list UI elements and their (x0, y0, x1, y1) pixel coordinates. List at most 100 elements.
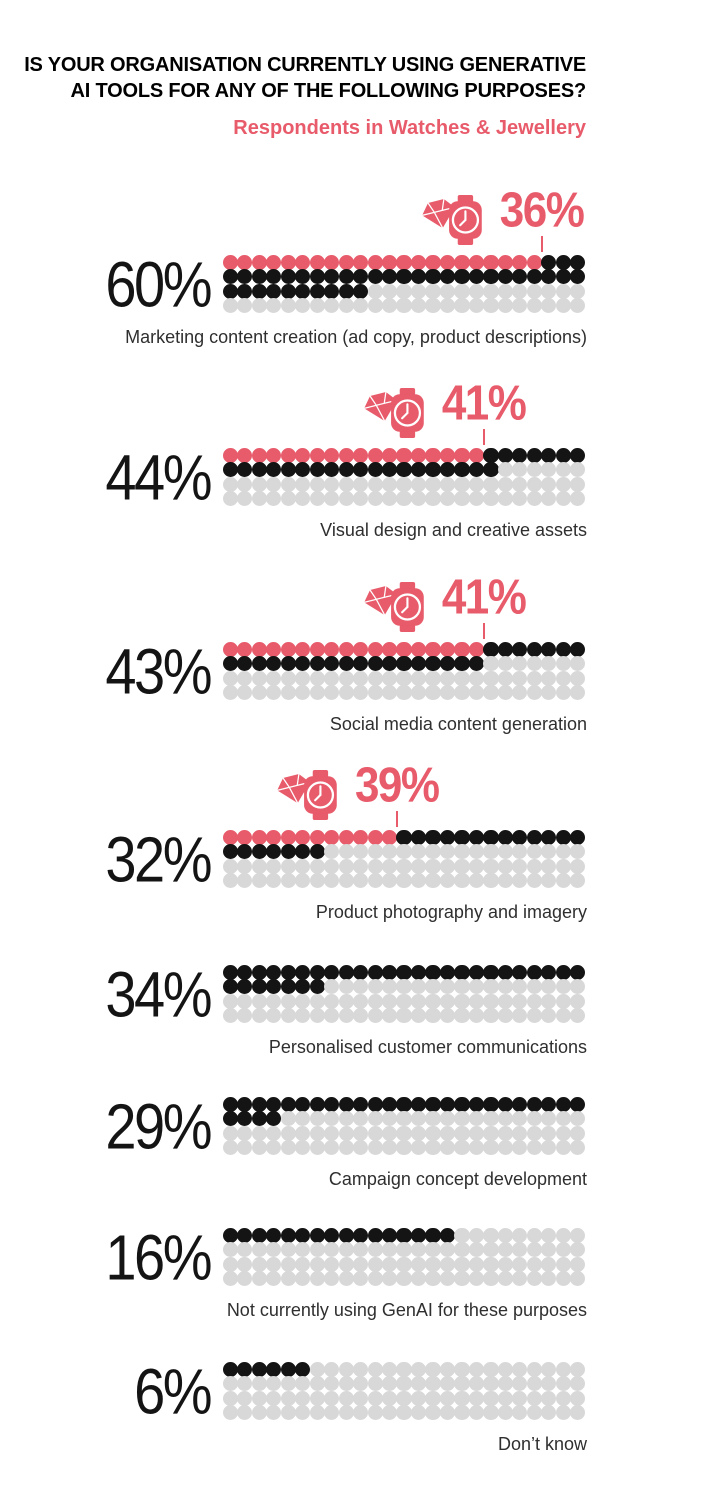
dot (338, 283, 354, 299)
dot (468, 1256, 485, 1272)
dot (309, 829, 325, 845)
dot (266, 1405, 282, 1421)
dot (512, 254, 528, 270)
dot (324, 670, 340, 686)
dot-grid (222, 1227, 586, 1287)
dot (526, 1405, 542, 1421)
dot (222, 1096, 238, 1112)
dot (483, 491, 499, 507)
dot (555, 298, 571, 314)
dot (454, 1227, 470, 1243)
dot (396, 979, 412, 995)
dot (555, 829, 571, 845)
dot (251, 858, 267, 874)
dot (512, 1376, 528, 1392)
dot (237, 641, 253, 657)
dot (309, 1140, 325, 1156)
purpose-label: Campaign concept development (328, 1169, 587, 1189)
benchmark-tick (482, 623, 485, 639)
dot (468, 1376, 485, 1392)
dot (324, 254, 340, 270)
dot (497, 1256, 513, 1272)
dot (222, 1242, 238, 1258)
dot (555, 1096, 571, 1112)
dot (468, 685, 485, 701)
dot (439, 844, 456, 860)
dot (468, 254, 485, 270)
dot (266, 979, 282, 995)
dot (280, 1140, 296, 1156)
dot (237, 254, 253, 270)
dot (266, 873, 282, 889)
dot (266, 685, 282, 701)
dot (381, 254, 398, 270)
dot (468, 1008, 485, 1024)
dot (280, 476, 296, 492)
dot (381, 829, 398, 845)
dot (324, 1242, 340, 1258)
dot (381, 1376, 398, 1392)
dot (483, 993, 499, 1009)
dot (454, 1096, 470, 1112)
dot (483, 685, 499, 701)
dot (512, 993, 528, 1009)
dot (367, 1405, 383, 1421)
dot (555, 873, 571, 889)
dot (512, 1256, 528, 1272)
dot (555, 844, 571, 860)
dot (555, 1390, 571, 1406)
dot (541, 1008, 557, 1024)
dot (468, 829, 485, 845)
dot (425, 254, 441, 270)
dot (324, 1361, 340, 1377)
dot (222, 873, 238, 889)
dot (324, 873, 340, 889)
dot (367, 979, 383, 995)
dot (396, 1111, 412, 1127)
dot (512, 1242, 528, 1258)
dot (497, 1242, 513, 1258)
dot (367, 829, 383, 845)
dot (483, 1111, 499, 1127)
dot (526, 1140, 542, 1156)
dot (367, 1008, 383, 1024)
dot (222, 1405, 238, 1421)
dot (425, 873, 441, 889)
dot (353, 1227, 369, 1243)
dot (425, 964, 441, 980)
dot (410, 447, 427, 463)
dot (251, 462, 267, 478)
dot (425, 829, 441, 845)
dot (295, 476, 311, 492)
dot (251, 964, 267, 980)
dot (381, 1111, 398, 1127)
dot (309, 1405, 325, 1421)
dot (541, 641, 557, 657)
dot (237, 1271, 253, 1287)
dot (222, 447, 238, 463)
dot (280, 491, 296, 507)
dot (570, 829, 586, 845)
dot (367, 254, 383, 270)
dot (410, 979, 427, 995)
dot (483, 1361, 499, 1377)
dot (555, 670, 571, 686)
dot (512, 283, 528, 299)
dot (251, 254, 267, 270)
dot (483, 1227, 499, 1243)
dot (396, 858, 412, 874)
dot (454, 964, 470, 980)
dot (338, 1271, 354, 1287)
dot (439, 1008, 456, 1024)
purpose-block-8: 6% Don’t know (0, 1359, 720, 1492)
dot (266, 462, 282, 478)
dot (396, 685, 412, 701)
dot (353, 254, 369, 270)
dot (468, 993, 485, 1009)
dot (396, 1256, 412, 1272)
dot (570, 1008, 586, 1024)
dot (396, 269, 412, 285)
dot (353, 670, 369, 686)
dot (512, 1096, 528, 1112)
dot (280, 1271, 296, 1287)
